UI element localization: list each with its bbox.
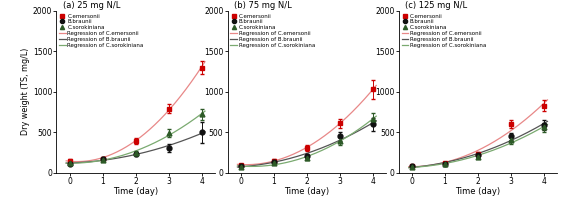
Legend: C.emersonii, B.braunii, C.sorokiniana, Regression of C.emersonii, Regression of : C.emersonii, B.braunii, C.sorokiniana, R…: [59, 13, 144, 48]
X-axis label: Time (day): Time (day): [113, 187, 158, 196]
Legend: C.emersonii, B.braunii, C.sorokiniana, Regression of C.emersonii, Regression of : C.emersonii, B.braunii, C.sorokiniana, R…: [401, 13, 487, 48]
Y-axis label: Dry weight (TS, mg/L): Dry weight (TS, mg/L): [21, 48, 30, 135]
X-axis label: Time (day): Time (day): [284, 187, 329, 196]
Text: (c) 125 mg N/L: (c) 125 mg N/L: [405, 1, 467, 10]
Legend: C.emersonii, B.braunii, C.sorokiniana, Regression of C.emersonii, Regression of : C.emersonii, B.braunii, C.sorokiniana, R…: [230, 13, 316, 48]
X-axis label: Time (day): Time (day): [455, 187, 501, 196]
Text: (a) 25 mg N/L: (a) 25 mg N/L: [62, 1, 120, 10]
Text: (b) 75 mg N/L: (b) 75 mg N/L: [234, 1, 292, 10]
